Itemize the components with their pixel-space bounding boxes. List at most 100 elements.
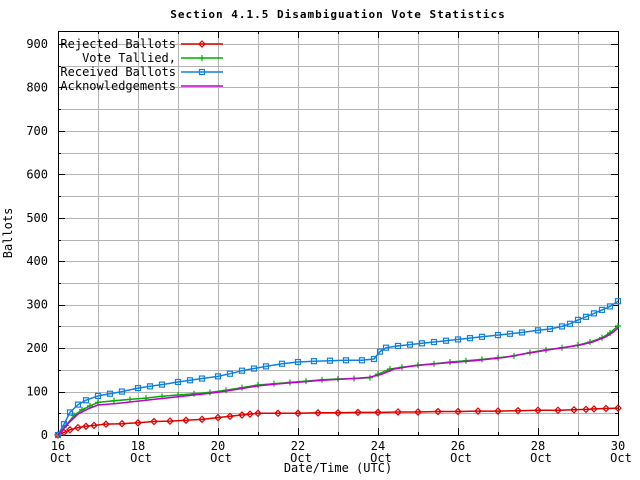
diamond-marker-icon — [394, 408, 402, 416]
x-tick-label-day: 20 — [211, 439, 225, 453]
diamond-marker-icon — [134, 418, 142, 427]
x-tick-label-month: Oct — [50, 451, 72, 465]
square-marker-icon — [478, 333, 486, 340]
diamond-marker-icon — [166, 417, 174, 425]
diamond-marker-icon — [74, 423, 82, 432]
square-marker-icon — [134, 384, 142, 392]
square-marker-icon — [294, 358, 302, 366]
x-tick-label-day: 24 — [371, 439, 385, 453]
square-marker-icon — [534, 327, 542, 334]
legend-item-acknowledgements: Acknowledgements — [60, 79, 223, 93]
square-marker-icon — [310, 358, 318, 365]
square-marker-icon — [60, 421, 68, 428]
legend-label-received-ballots: Received Ballots — [60, 65, 176, 79]
y-axis-title: Ballots — [1, 208, 15, 259]
square-marker-icon — [74, 401, 82, 408]
square-marker-icon — [370, 355, 378, 363]
diamond-marker-icon — [118, 419, 126, 428]
square-marker-icon — [598, 306, 606, 313]
diamond-marker-icon — [614, 404, 622, 412]
x-tick-label-day: 18 — [131, 439, 145, 453]
legend-item-rejected-ballots: Rejected Ballots — [60, 37, 223, 51]
square-marker-icon — [238, 367, 246, 374]
diamond-marker-icon — [454, 407, 462, 416]
square-marker-icon — [94, 392, 102, 400]
series-line-acknowledgements — [57, 327, 619, 436]
square-marker-icon — [198, 68, 206, 76]
diamond-marker-icon — [474, 407, 482, 415]
square-marker-icon — [54, 431, 62, 439]
y-tick-label: 500 — [26, 211, 48, 225]
diamond-marker-icon — [582, 405, 590, 414]
series-acknowledgements — [57, 327, 619, 436]
x-tick-label-month: Oct — [210, 451, 232, 465]
square-marker-icon — [582, 313, 590, 320]
square-marker-icon — [546, 325, 554, 333]
x-tick-label-month: Oct — [450, 451, 472, 465]
y-tick-label: 100 — [26, 385, 48, 399]
diamond-marker-icon — [314, 408, 322, 417]
x-tick-label-day: 22 — [291, 439, 305, 453]
x-tick-label-month: Oct — [530, 451, 552, 465]
diamond-marker-icon — [150, 417, 158, 426]
y-tick-label: 800 — [26, 80, 48, 94]
square-marker-icon — [250, 365, 258, 372]
diamond-marker-icon — [198, 415, 206, 424]
diamond-marker-icon — [246, 410, 254, 418]
diamond-marker-icon — [102, 420, 110, 428]
x-tick-label-day: 26 — [451, 439, 465, 453]
square-marker-icon — [590, 310, 598, 317]
square-marker-icon — [614, 298, 622, 305]
x-tick-label-day: 28 — [531, 439, 545, 453]
series-received-ballots — [54, 298, 622, 439]
square-marker-icon — [358, 357, 366, 364]
square-marker-icon — [394, 342, 402, 350]
diamond-marker-icon — [414, 408, 422, 416]
diamond-marker-icon — [274, 409, 282, 418]
diamond-marker-icon — [66, 425, 74, 434]
square-marker-icon — [226, 370, 234, 377]
y-tick-label: 400 — [26, 254, 48, 268]
diamond-marker-icon — [602, 404, 610, 413]
diamond-marker-icon — [434, 407, 442, 416]
y-tick-label: 900 — [26, 37, 48, 51]
x-axis-title: Date/Time (UTC) — [284, 461, 392, 475]
series-line-received-ballots — [57, 300, 619, 436]
y-tick-label: 0 — [41, 428, 48, 442]
diamond-marker-icon — [226, 412, 234, 421]
diamond-marker-icon — [198, 40, 206, 48]
legend-label-acknowledgements: Acknowledgements — [60, 79, 176, 93]
diamond-marker-icon — [374, 408, 382, 417]
square-marker-icon — [566, 320, 574, 327]
x-tick-label-month: Oct — [370, 451, 392, 465]
diamond-marker-icon — [294, 409, 302, 418]
grid-lines — [58, 31, 618, 435]
square-marker-icon — [466, 335, 474, 342]
diamond-marker-icon — [334, 408, 342, 417]
square-marker-icon — [278, 360, 286, 367]
square-marker-icon — [406, 341, 414, 348]
square-marker-icon — [174, 378, 182, 386]
square-marker-icon — [262, 363, 270, 370]
diamond-marker-icon — [238, 411, 246, 419]
diamond-marker-icon — [214, 413, 222, 422]
square-marker-icon — [442, 337, 450, 344]
square-marker-icon — [82, 397, 90, 404]
legend-label-vote-tallied: Vote Tallied, — [82, 51, 176, 65]
diamond-marker-icon — [354, 408, 362, 417]
diamond-marker-icon — [514, 406, 522, 415]
square-marker-icon — [198, 375, 206, 382]
legend-label-rejected-ballots: Rejected Ballots — [60, 37, 176, 51]
diamond-marker-icon — [82, 422, 90, 431]
x-tick-label-month: Oct — [130, 451, 152, 465]
square-marker-icon — [146, 383, 154, 390]
square-marker-icon — [430, 338, 438, 346]
diamond-marker-icon — [254, 409, 262, 418]
x-tick-label-month: Oct — [290, 451, 312, 465]
diamond-marker-icon — [182, 416, 190, 425]
chart-title: Section 4.1.5 Disambiguation Vote Statis… — [170, 8, 505, 21]
x-tick-label-day: 16 — [51, 439, 65, 453]
x-tick-label-month: Oct — [610, 451, 632, 465]
